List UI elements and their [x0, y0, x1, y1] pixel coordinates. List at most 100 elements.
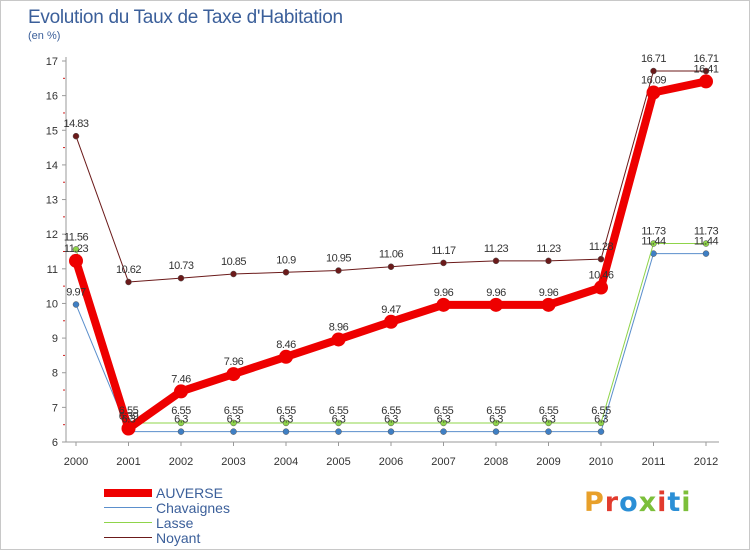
data-label-chavaignes: 6.3 — [594, 414, 608, 426]
data-label-auverse: 7.96 — [224, 356, 244, 368]
x-tick-label: 2007 — [431, 456, 455, 468]
chart-subtitle: (en %) — [28, 30, 61, 42]
data-point-chavaignes — [335, 428, 342, 435]
data-label-lasse: 6.55 — [591, 405, 611, 417]
logo-letter: P — [584, 487, 605, 518]
data-label-lasse: 11.56 — [64, 231, 89, 243]
y-tick-label: 16 — [46, 91, 58, 103]
data-point-chavaignes — [230, 428, 237, 435]
legend-item-noyant[interactable]: Noyant — [104, 530, 304, 546]
data-label-lasse: 6.55 — [276, 405, 296, 417]
data-point-chavaignes — [387, 428, 395, 435]
data-label-lasse: 6.55 — [329, 405, 349, 417]
x-tick-label: 2001 — [116, 456, 140, 468]
data-label-chavaignes: 6.3 — [332, 414, 346, 426]
y-tick-label: 13 — [46, 195, 58, 207]
data-point-noyant — [492, 257, 500, 265]
y-tick-label: 14 — [46, 160, 58, 172]
legend-label-chavaignes: Chavaignes — [156, 500, 230, 516]
data-point-noyant — [387, 263, 395, 270]
data-label-chavaignes: 9.97 — [66, 286, 86, 298]
data-point-noyant — [335, 267, 342, 274]
data-label-auverse: 8.96 — [329, 321, 349, 333]
data-point-auverse — [69, 253, 83, 268]
data-label-auverse: 9.47 — [381, 304, 401, 316]
data-label-noyant: 14.83 — [63, 118, 88, 130]
y-tick-label: 17 — [46, 56, 58, 68]
data-point-auverse — [436, 297, 451, 312]
data-label-chavaignes: 6.3 — [489, 414, 503, 426]
data-point-chavaignes — [282, 428, 290, 435]
data-point-auverse — [489, 297, 503, 312]
legend-item-auverse[interactable]: AUVERSE — [104, 485, 304, 501]
proxiti-logo[interactable]: Proxiti — [584, 487, 692, 518]
data-point-noyant — [702, 67, 710, 75]
data-label-auverse: 9.96 — [486, 287, 506, 299]
data-point-lasse — [702, 240, 710, 247]
data-point-auverse — [226, 367, 241, 382]
x-tick-label: 2000 — [64, 456, 88, 468]
data-point-auverse — [121, 421, 136, 436]
data-point-auverse — [174, 384, 188, 399]
data-label-noyant: 16.71 — [641, 53, 666, 65]
data-point-lasse — [492, 419, 500, 427]
data-label-noyant: 11.06 — [379, 249, 404, 261]
legend-swatch-noyant — [104, 537, 152, 538]
chart-title: Evolution du Taux de Taxe d'Habitation — [28, 7, 343, 28]
data-label-chavaignes: 6.3 — [174, 414, 188, 426]
legend-swatch-auverse — [104, 489, 152, 497]
data-point-auverse — [384, 314, 398, 329]
data-point-auverse — [594, 280, 608, 295]
data-label-auverse: 10.46 — [588, 270, 613, 282]
data-label-lasse: 6.55 — [381, 405, 401, 417]
data-label-lasse: 6.55 — [486, 405, 506, 417]
data-point-chavaignes — [177, 428, 185, 435]
data-label-noyant: 10.9 — [276, 254, 296, 266]
data-label-chavaignes: 6.3 — [542, 414, 556, 426]
y-tick-label: 11 — [47, 264, 58, 276]
data-point-lasse — [650, 240, 657, 247]
data-point-lasse — [440, 419, 447, 427]
data-point-noyant — [650, 67, 657, 75]
data-label-lasse: 6.55 — [119, 405, 139, 417]
data-label-auverse: 6.39 — [119, 410, 139, 422]
x-tick-label: 2009 — [536, 456, 560, 468]
data-point-noyant — [545, 257, 552, 265]
data-label-auverse: 16.09 — [641, 75, 666, 87]
data-point-chavaignes — [492, 428, 500, 435]
data-point-noyant — [125, 278, 132, 286]
logo-letter: i — [681, 487, 692, 518]
data-point-noyant — [72, 132, 80, 140]
x-tick-label: 2003 — [221, 456, 245, 468]
x-tick-label: 2004 — [274, 456, 298, 468]
legend: AUVERSE Chavaignes Lasse Noyant — [104, 485, 304, 546]
data-point-lasse — [335, 419, 342, 427]
data-point-chavaignes — [597, 428, 605, 435]
data-label-noyant: 10.62 — [116, 264, 141, 276]
data-label-noyant: 10.85 — [221, 256, 246, 268]
x-tick-label: 2012 — [694, 456, 718, 468]
data-label-lasse: 11.73 — [694, 226, 719, 238]
data-label-noyant: 11.28 — [589, 241, 614, 253]
data-point-auverse — [279, 349, 293, 364]
data-label-chavaignes: 6.3 — [227, 414, 241, 426]
data-label-lasse: 11.73 — [641, 226, 666, 238]
data-label-lasse: 6.55 — [171, 405, 191, 417]
data-label-lasse: 6.55 — [539, 405, 559, 417]
data-point-lasse — [72, 246, 80, 253]
data-label-auverse: 7.46 — [171, 373, 191, 385]
data-label-noyant: 11.23 — [536, 243, 561, 255]
data-label-noyant: 11.23 — [484, 243, 509, 255]
logo-letter: o — [619, 487, 639, 518]
y-tick-label: 9 — [52, 333, 58, 345]
data-label-chavaignes: 11.44 — [641, 236, 666, 248]
x-tick-label: 2002 — [169, 456, 193, 468]
legend-item-chavaignes[interactable]: Chavaignes — [104, 500, 304, 516]
data-point-lasse — [177, 419, 185, 427]
data-point-auverse — [541, 297, 556, 312]
data-point-chavaignes — [545, 428, 552, 435]
legend-item-lasse[interactable]: Lasse — [104, 515, 304, 531]
y-tick-label: 10 — [46, 298, 58, 310]
